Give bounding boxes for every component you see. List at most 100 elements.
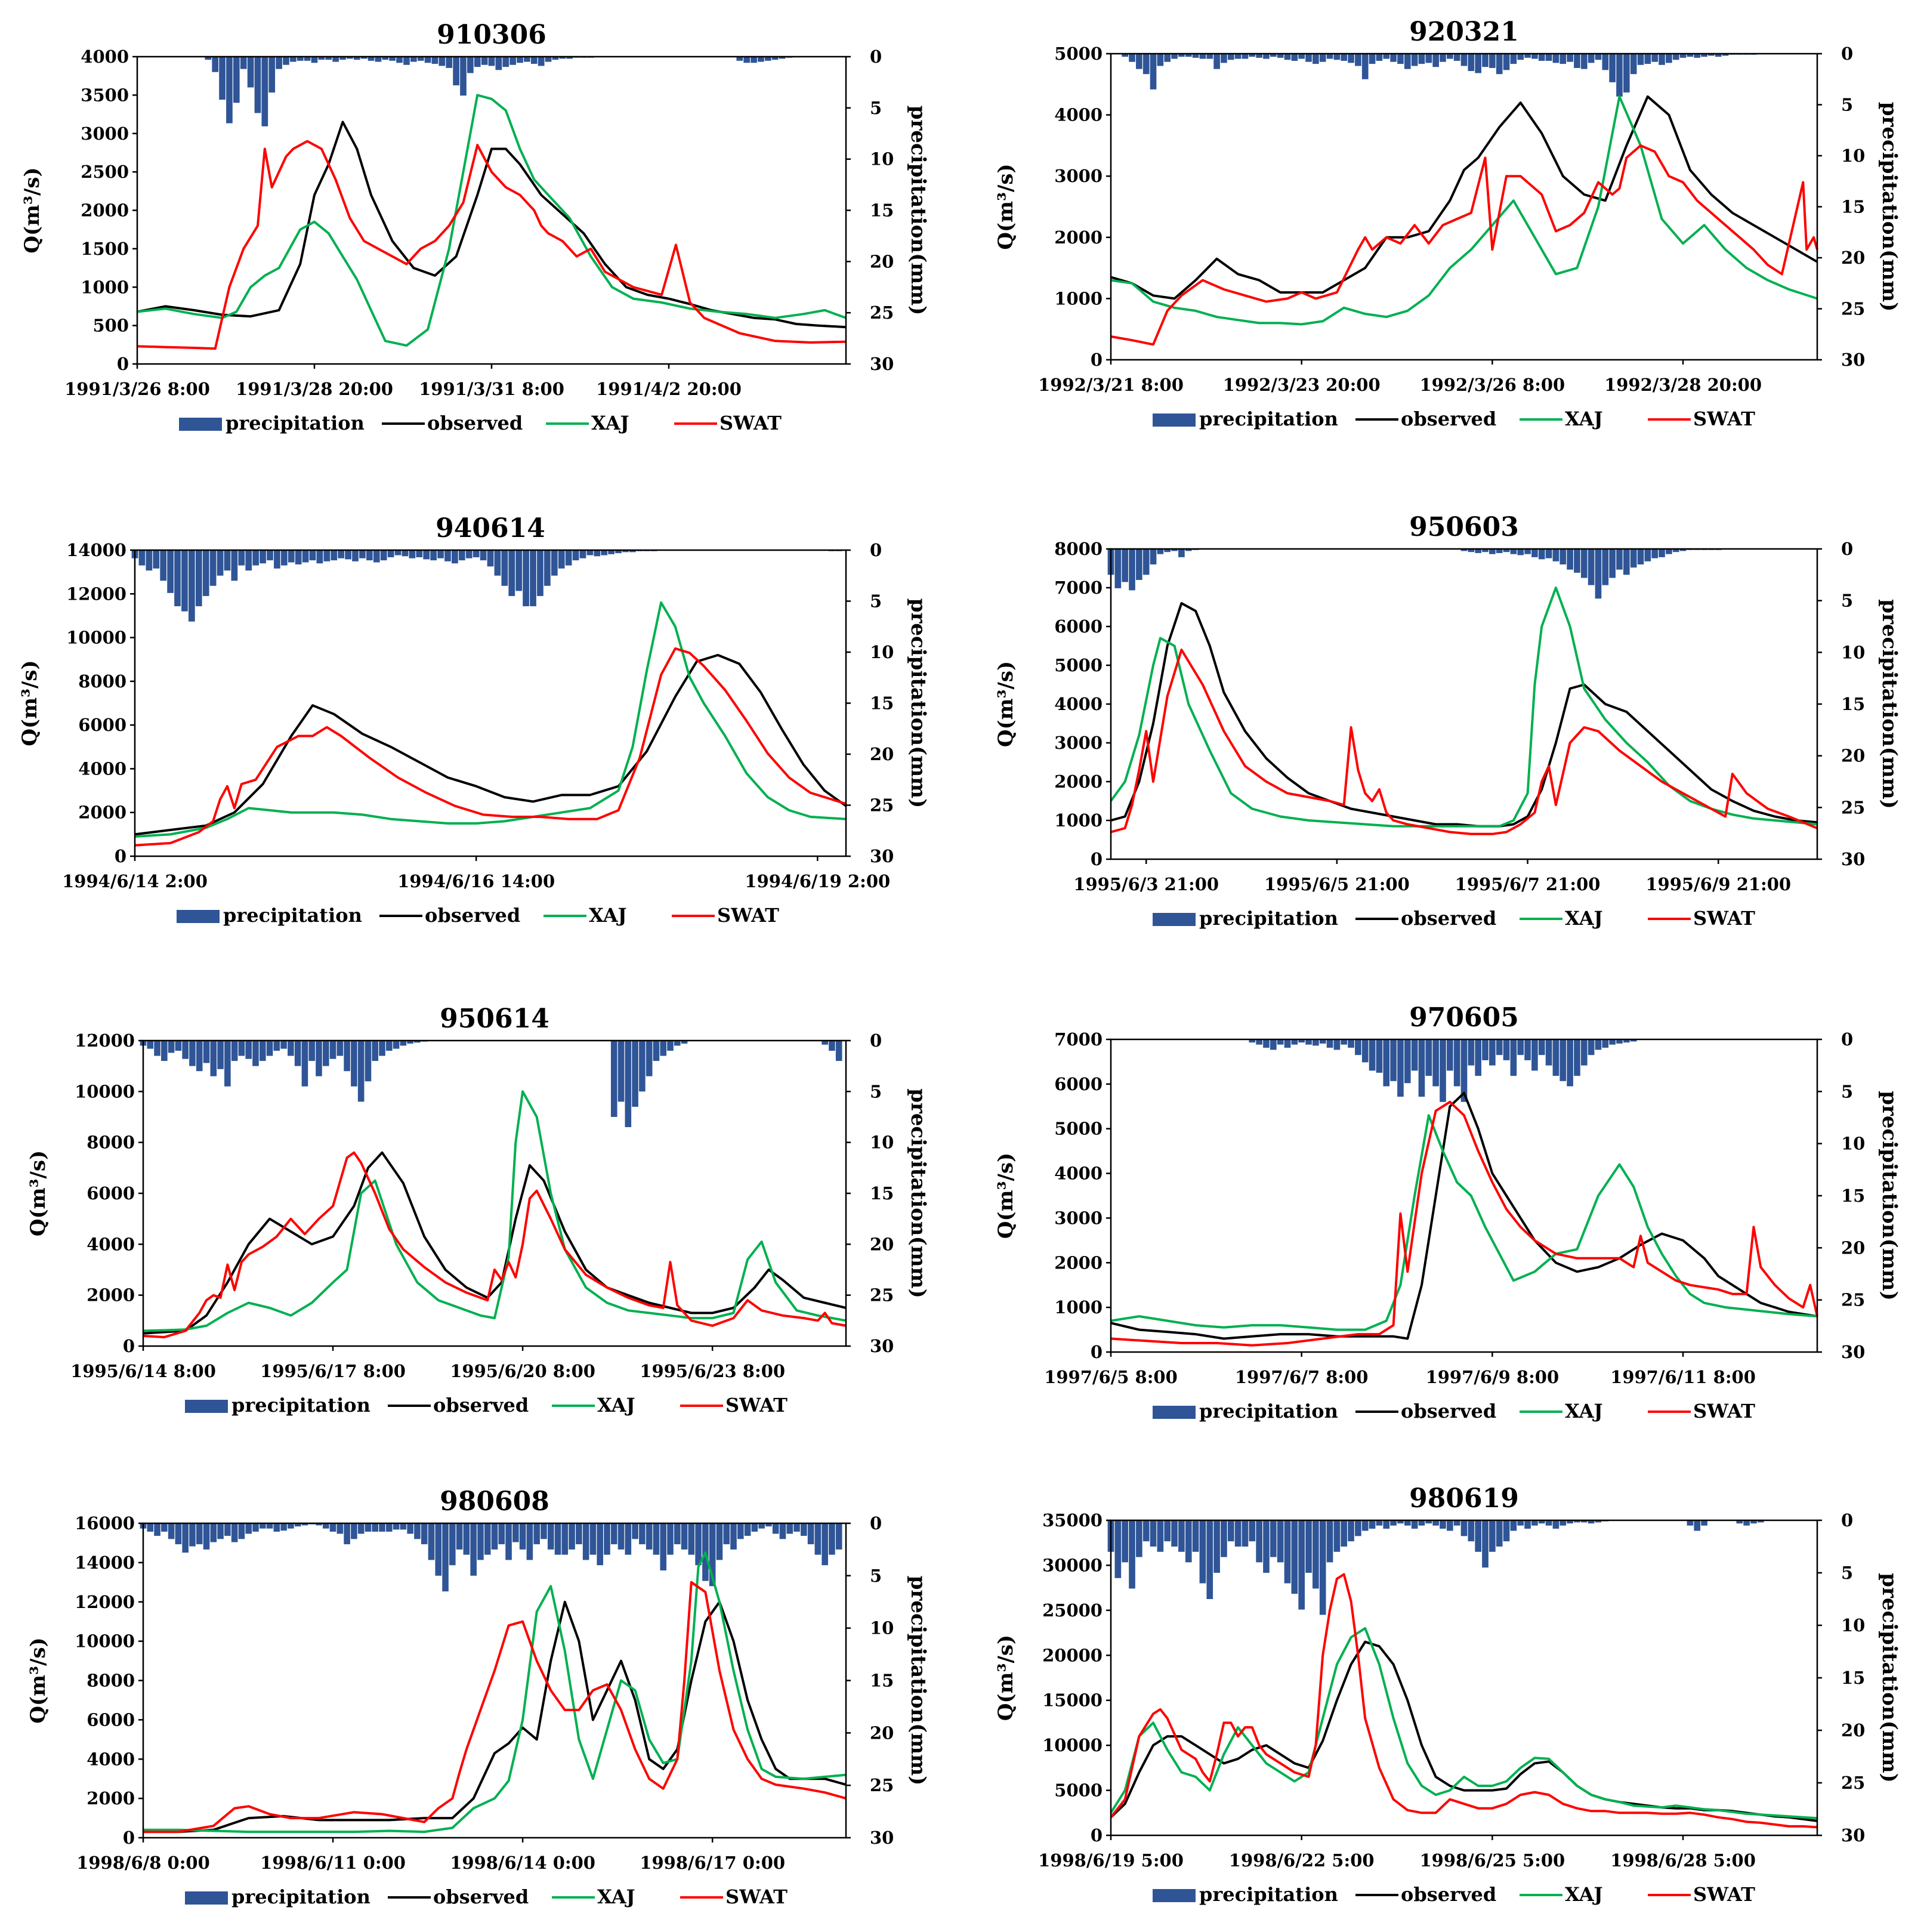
precipitation-bar: [1482, 54, 1489, 67]
precipitation-bar: [259, 1523, 266, 1529]
precipitation-bar: [302, 550, 309, 563]
precipitation-bar: [1129, 1520, 1135, 1589]
y2-tick-label: 25: [870, 1285, 894, 1306]
precipitation-bar: [1616, 549, 1623, 570]
precipitation-bar: [709, 1523, 716, 1587]
precipitation-bar: [1460, 54, 1468, 66]
precipitation-bar: [1369, 1520, 1376, 1529]
precipitation-bar: [1136, 54, 1142, 69]
precipitation-bar: [1305, 1520, 1312, 1573]
precipitation-bar: [625, 1041, 632, 1128]
precipitation-bar: [1122, 54, 1129, 57]
precipitation-bar: [1355, 54, 1361, 66]
legend: precipitation observed XAJ SWAT: [1153, 1400, 1755, 1422]
precipitation-bar: [1446, 1520, 1453, 1531]
precipitation-bar: [366, 550, 373, 561]
y2-tick-label: 25: [1841, 1773, 1865, 1793]
precipitation-bar: [210, 1041, 217, 1076]
precipitation-bar: [379, 1041, 385, 1056]
precipitation-bar: [751, 57, 757, 63]
precipitation-bar: [1644, 54, 1651, 64]
precipitation-bar: [1199, 54, 1206, 59]
precipitation-bar: [494, 550, 501, 576]
precipitation-bar: [1355, 1520, 1361, 1536]
precipitation-bar: [1708, 54, 1715, 56]
precipitation-bar: [1122, 1520, 1129, 1563]
precipitation-bar: [1567, 1520, 1573, 1524]
precipitation-bar: [1397, 1520, 1404, 1524]
y2-tick-label: 20: [870, 1723, 894, 1743]
legend-precipitation-swatch: [1153, 1406, 1196, 1419]
precipitation-bar: [1630, 1039, 1637, 1042]
x-tick-label: 1997/6/5 8:00: [1044, 1367, 1178, 1387]
precipitation-bar: [430, 550, 437, 561]
precipitation-bar: [316, 550, 323, 564]
precipitation-bar: [407, 1523, 413, 1534]
legend-swat-label: SWAT: [1693, 1883, 1755, 1906]
precipitation-bar: [764, 57, 771, 61]
x-tick-label: 1992/3/28 20:00: [1604, 375, 1762, 395]
precipitation-bar: [368, 57, 375, 61]
precipitation-bar: [576, 1523, 582, 1545]
precipitation-bar: [452, 550, 458, 564]
precipitation-bar: [167, 550, 174, 593]
observed-line: [1110, 1640, 1818, 1822]
precipitation-bar: [389, 57, 396, 61]
precipitation-bar: [1291, 54, 1298, 61]
precipitation-bar: [209, 550, 217, 586]
precipitation-bar: [530, 550, 536, 607]
legend-swat-label: SWAT: [717, 904, 779, 927]
precipitation-bar: [325, 57, 332, 60]
precipitation-bar: [1263, 54, 1270, 59]
precipitation-bar: [458, 550, 465, 561]
precipitation-bar: [1489, 54, 1496, 68]
y-tick-label: 2000: [81, 200, 129, 221]
observed-line: [1110, 602, 1818, 828]
precipitation-bar: [1687, 1520, 1694, 1526]
y2-axis-label: precipitation(mm): [906, 598, 930, 808]
precipitation-bar: [423, 550, 430, 560]
precipitation-bar: [674, 1041, 681, 1046]
precipitation-bar: [1361, 1039, 1369, 1063]
x-tick-label: 1998/6/28 5:00: [1610, 1850, 1756, 1871]
y-axis-label: Q(m³/s): [994, 163, 1018, 249]
precipitation-bar: [667, 1041, 674, 1051]
precipitation-bar: [344, 1523, 350, 1545]
precipitation-bar: [835, 1523, 842, 1550]
precipitation-bar: [481, 57, 488, 65]
precipitation-bar: [508, 550, 515, 596]
precipitation-bar: [519, 1523, 526, 1550]
chart-panel-980608: 980608 0 2000 4000 6000 8000 10000 12000 14000 16…: [26, 1486, 930, 1908]
precipitation-bar: [421, 1523, 428, 1545]
precipitation-bar: [1361, 54, 1369, 79]
y-axis-label: Q(m³/s): [20, 167, 44, 253]
xaj-line: [1110, 587, 1818, 828]
precipitation-bar: [765, 1523, 772, 1527]
precipitation-bar: [283, 57, 289, 65]
chart-panel-950614: 950614 0 2000 4000 6000 8000 10000 12000 0 5 10 15 2…: [26, 1004, 930, 1416]
y-tick-label: 30000: [1042, 1555, 1103, 1575]
y-tick-label: 0: [1091, 350, 1103, 370]
precipitation-bar: [438, 57, 446, 66]
precipitation-bar: [1701, 1520, 1707, 1526]
precipitation-bar: [1348, 1039, 1354, 1048]
precipitation-bar: [1743, 1520, 1750, 1526]
y-tick-label: 20000: [1042, 1645, 1103, 1665]
y-tick-label: 4000: [87, 1234, 135, 1254]
precipitation-bar: [154, 1523, 160, 1536]
x-tick-label: 1998/6/14 0:00: [450, 1853, 595, 1873]
precipitation-bar: [1404, 54, 1411, 69]
xaj-line: [143, 1551, 847, 1834]
precipitation-bar: [238, 1041, 245, 1056]
precipitation-bar: [1157, 54, 1164, 66]
precipitation-bar: [1178, 54, 1185, 57]
precipitation-bar: [1489, 1520, 1496, 1552]
precipitation-bar: [245, 1523, 252, 1534]
precipitation-bar: [1129, 54, 1135, 62]
precipitation-bar: [523, 550, 529, 607]
precipitation-bar: [252, 1041, 259, 1066]
y-tick-label: 16000: [75, 1513, 135, 1533]
precipitation-bar: [446, 57, 453, 68]
precipitation-bar: [147, 1523, 154, 1532]
precipitation-bar: [301, 1041, 308, 1087]
